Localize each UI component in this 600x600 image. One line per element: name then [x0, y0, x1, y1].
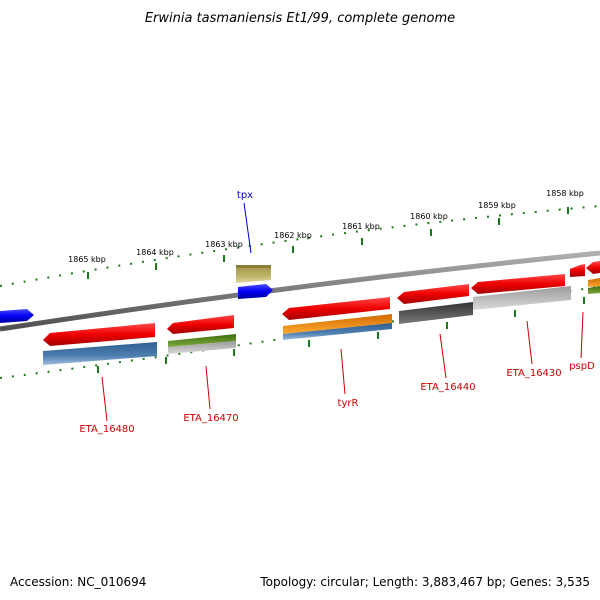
tick-label: 1859 kbp: [478, 201, 516, 210]
genome-backbone: [0, 250, 600, 332]
genome-summary-text: Topology: circular; Length: 3,883,467 bp…: [259, 575, 590, 589]
feature-bar[interactable]: [399, 302, 473, 324]
gene-label-tpx[interactable]: tpx: [237, 190, 253, 201]
gene-arrow-right[interactable]: [570, 264, 585, 277]
accession-text: Accession: NC_010694: [10, 575, 146, 589]
gene-arrow-eta16440[interactable]: [397, 284, 469, 304]
gene-label-eta16430[interactable]: ETA_16430: [506, 368, 561, 379]
feature-bar[interactable]: [168, 334, 236, 347]
gene-arrow-tpx[interactable]: [238, 284, 273, 299]
ruler-tick-labels: 1865 kbp 1864 kbp 1863 kbp 1862 kbp 1861…: [68, 189, 584, 264]
gene-label-eta16470[interactable]: ETA_16470: [183, 413, 238, 424]
gene-label-eta16480[interactable]: ETA_16480: [79, 424, 134, 435]
gene-labels: tpx ETA_16480 ETA_16470 tyrR ETA_16440 E…: [79, 190, 595, 435]
feature-bar[interactable]: [168, 341, 236, 354]
feature-bar[interactable]: [283, 314, 392, 334]
feature-bar[interactable]: [236, 265, 271, 283]
inner-ruler: [0, 285, 600, 379]
feature-bar[interactable]: [588, 286, 600, 294]
feature-bar[interactable]: [43, 342, 157, 365]
gene-arrow-eta16480[interactable]: [43, 323, 155, 346]
feature-bar[interactable]: [473, 286, 571, 310]
tick-label: 1864 kbp: [136, 248, 174, 257]
label-leaders: [101, 202, 584, 422]
gene-arrow-tyrr[interactable]: [282, 297, 390, 320]
gene-arrow[interactable]: [0, 309, 34, 323]
tick-label: 1861 kbp: [342, 222, 380, 231]
inner-ruler-ticks: [97, 297, 585, 373]
gene-label-tyrr[interactable]: tyrR: [338, 398, 359, 409]
gene-arrow-left[interactable]: [586, 261, 600, 274]
gene-arrow-eta16430[interactable]: [471, 274, 565, 294]
feature-bar-top: [236, 265, 271, 268]
forward-genes: [0, 261, 600, 323]
gene-label-eta16440[interactable]: ETA_16440: [420, 382, 475, 393]
tick-label: 1865 kbp: [68, 255, 106, 264]
feature-bar[interactable]: [283, 323, 392, 340]
tick-label: 1862 kbp: [274, 231, 312, 240]
outer-ruler-ticks: [87, 207, 569, 279]
tick-label: 1858 kbp: [546, 189, 584, 198]
gene-arrow-eta16470[interactable]: [167, 315, 234, 334]
outer-ruler: [0, 205, 600, 287]
feature-bar[interactable]: [588, 278, 600, 287]
gene-label-pspd[interactable]: pspD: [569, 361, 595, 372]
reverse-genes: [43, 274, 600, 365]
tick-label: 1860 kbp: [410, 212, 448, 221]
map-title: Erwinia tasmaniensis Et1/99, complete ge…: [145, 11, 455, 26]
tick-label: 1863 kbp: [205, 240, 243, 249]
